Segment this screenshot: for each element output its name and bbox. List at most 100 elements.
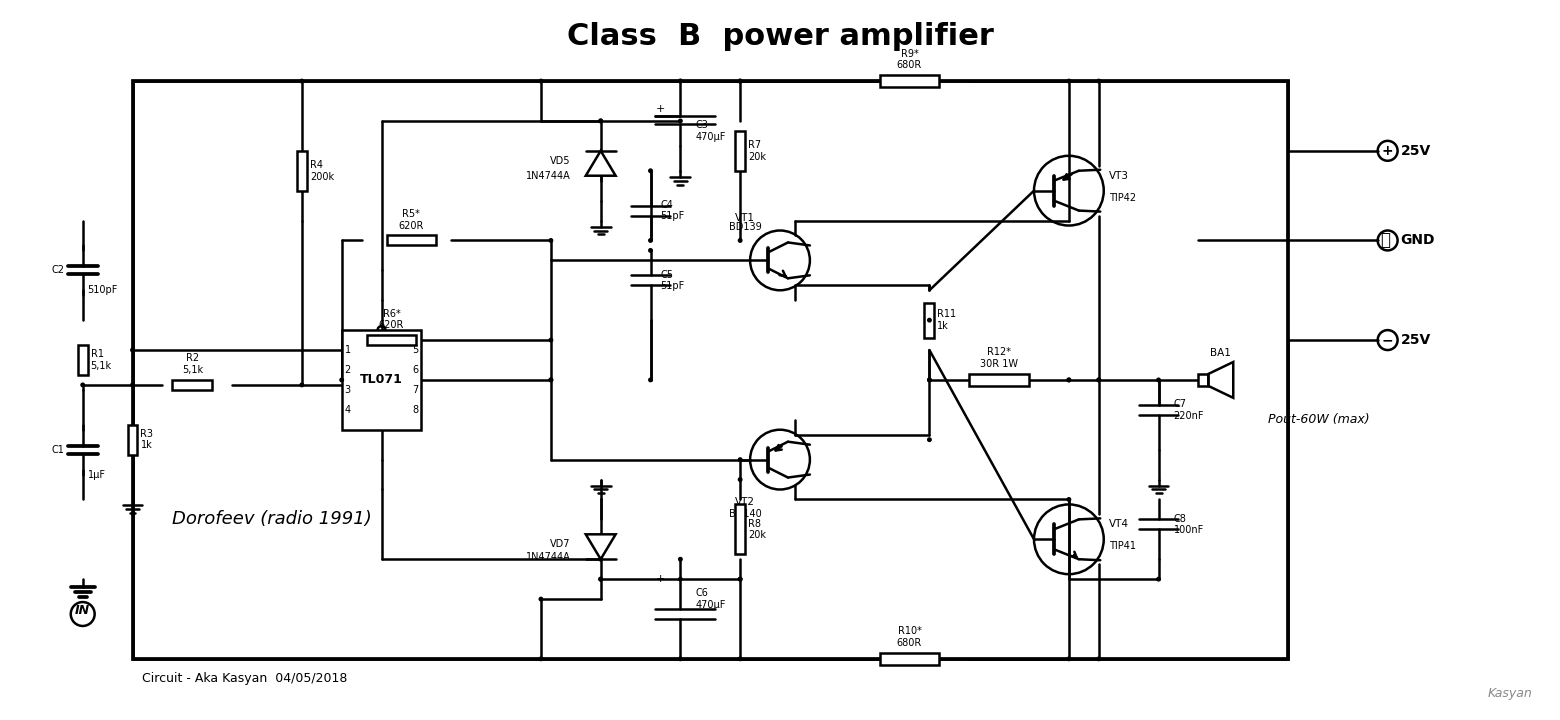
- Text: R12*
30R 1W: R12* 30R 1W: [980, 347, 1019, 369]
- Text: 4: 4: [345, 405, 351, 415]
- Circle shape: [649, 239, 652, 242]
- Circle shape: [599, 577, 602, 581]
- Circle shape: [738, 577, 743, 581]
- Text: VT3: VT3: [1109, 171, 1129, 181]
- Bar: [78, 345, 87, 375]
- Circle shape: [1158, 378, 1161, 382]
- Circle shape: [300, 79, 304, 83]
- Circle shape: [549, 378, 552, 382]
- Text: 1μF: 1μF: [87, 469, 106, 480]
- Text: 8: 8: [412, 405, 418, 415]
- Circle shape: [738, 657, 743, 660]
- Text: VT2: VT2: [735, 498, 755, 508]
- Text: 510pF: 510pF: [87, 285, 119, 295]
- Bar: [133, 81, 1289, 659]
- Circle shape: [679, 79, 682, 83]
- Text: VT4: VT4: [1109, 519, 1129, 529]
- Text: 25V: 25V: [1401, 144, 1431, 158]
- Circle shape: [738, 577, 743, 581]
- Text: R8
20k: R8 20k: [749, 518, 766, 540]
- Circle shape: [1097, 378, 1100, 382]
- Circle shape: [679, 577, 682, 581]
- Text: C4
51pF: C4 51pF: [660, 199, 685, 221]
- Bar: [880, 653, 939, 665]
- Circle shape: [928, 438, 931, 441]
- Bar: [342, 330, 421, 430]
- Circle shape: [679, 657, 682, 660]
- Bar: [735, 505, 746, 554]
- Text: BD139: BD139: [729, 222, 761, 233]
- Circle shape: [540, 598, 543, 600]
- Circle shape: [649, 378, 652, 382]
- Text: C8
100nF: C8 100nF: [1173, 513, 1204, 535]
- Text: R2
5,1k: R2 5,1k: [181, 354, 203, 375]
- Circle shape: [679, 120, 682, 122]
- Circle shape: [599, 120, 602, 122]
- Text: BD140: BD140: [729, 510, 761, 519]
- Text: R4
200k: R4 200k: [310, 160, 334, 181]
- Bar: [969, 374, 1030, 386]
- Circle shape: [340, 378, 343, 382]
- Text: +: +: [657, 104, 666, 114]
- Text: VT1: VT1: [735, 212, 755, 222]
- Circle shape: [1067, 378, 1070, 382]
- Text: Dorofeev (radio 1991): Dorofeev (radio 1991): [172, 510, 373, 528]
- Circle shape: [549, 338, 552, 342]
- Circle shape: [1067, 498, 1070, 501]
- Circle shape: [1067, 378, 1070, 382]
- Circle shape: [679, 557, 682, 561]
- Circle shape: [131, 348, 134, 352]
- Text: 7: 7: [412, 385, 418, 395]
- Text: TL071: TL071: [360, 374, 402, 387]
- Bar: [1198, 374, 1209, 386]
- Circle shape: [1067, 657, 1070, 660]
- Text: 1N4744A: 1N4744A: [526, 552, 571, 562]
- Circle shape: [599, 120, 602, 122]
- Text: IN: IN: [75, 604, 90, 617]
- Circle shape: [1067, 79, 1070, 83]
- Text: 1: 1: [345, 345, 351, 355]
- Bar: [128, 425, 137, 454]
- Polygon shape: [585, 534, 616, 559]
- Text: Class  B  power amplifier: Class B power amplifier: [566, 22, 994, 50]
- Circle shape: [738, 478, 743, 481]
- Circle shape: [81, 383, 84, 387]
- Text: R3
1k: R3 1k: [140, 429, 153, 451]
- Text: 2: 2: [345, 365, 351, 375]
- Circle shape: [549, 239, 552, 242]
- Circle shape: [131, 383, 134, 387]
- Text: 25V: 25V: [1401, 333, 1431, 347]
- Text: +: +: [657, 574, 666, 584]
- Circle shape: [599, 557, 602, 561]
- Circle shape: [679, 79, 682, 83]
- Text: C2: C2: [51, 266, 66, 275]
- Circle shape: [738, 458, 743, 462]
- Circle shape: [738, 79, 743, 83]
- Text: GND: GND: [1401, 233, 1435, 248]
- Text: C5
51pF: C5 51pF: [660, 269, 685, 291]
- Text: C7
220nF: C7 220nF: [1173, 399, 1204, 420]
- Text: Circuit - Aka Kasyan  04/05/2018: Circuit - Aka Kasyan 04/05/2018: [142, 672, 348, 685]
- Text: R5*
620R: R5* 620R: [399, 209, 424, 230]
- Text: R10*
680R: R10* 680R: [897, 626, 922, 648]
- Text: −: −: [1382, 333, 1393, 347]
- Text: TIP41: TIP41: [1109, 541, 1136, 552]
- Circle shape: [1097, 79, 1100, 83]
- Circle shape: [928, 378, 931, 382]
- Bar: [735, 131, 746, 171]
- Bar: [387, 235, 437, 246]
- Circle shape: [928, 318, 931, 322]
- Polygon shape: [585, 150, 616, 176]
- Circle shape: [649, 169, 652, 173]
- Text: C1: C1: [51, 445, 66, 454]
- Circle shape: [549, 378, 552, 382]
- Circle shape: [1097, 657, 1100, 660]
- Circle shape: [1158, 577, 1161, 581]
- Text: TIP42: TIP42: [1109, 193, 1136, 202]
- Text: C3
470μF: C3 470μF: [696, 120, 725, 142]
- Text: R6*
620R: R6* 620R: [379, 308, 404, 330]
- Text: +: +: [1382, 144, 1393, 158]
- Text: VD5: VD5: [551, 156, 571, 166]
- Circle shape: [649, 248, 652, 252]
- Circle shape: [540, 657, 543, 660]
